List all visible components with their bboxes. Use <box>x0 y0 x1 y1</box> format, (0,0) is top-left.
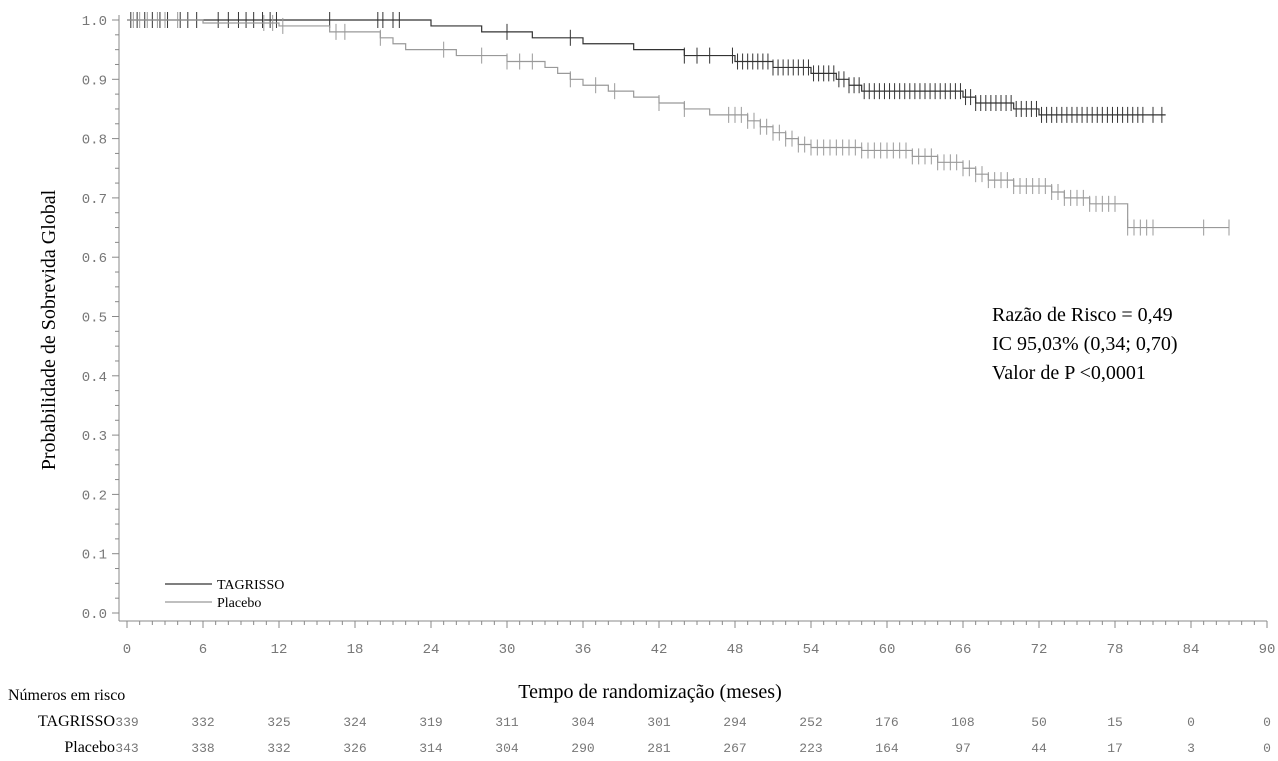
x-tick-label: 72 <box>1031 642 1048 658</box>
risk-value: 301 <box>647 715 671 730</box>
survival-curves <box>127 12 1230 236</box>
x-axis-title: Tempo de randomização (meses) <box>518 681 782 703</box>
annotations: Razão de Risco = 0,49 IC 95,03% (0,34; 0,… <box>992 304 1178 384</box>
risk-value: 326 <box>343 741 366 756</box>
legend: TAGRISSO Placebo <box>165 578 284 611</box>
risk-value: 252 <box>799 715 822 730</box>
y-tick-label: 0.2 <box>82 488 107 504</box>
risk-value: 324 <box>343 715 367 730</box>
x-tick-label: 30 <box>499 642 516 658</box>
risk-value: 267 <box>723 741 746 756</box>
risk-value: 97 <box>955 741 971 756</box>
curve-tagrisso <box>127 19 1166 116</box>
y-tick-label: 0.0 <box>82 607 107 623</box>
y-tick-label: 0.8 <box>82 133 107 149</box>
risk-value: 304 <box>495 741 519 756</box>
risk-value: 0 <box>1263 715 1271 730</box>
risk-value: 223 <box>799 741 822 756</box>
x-tick-label: 78 <box>1107 642 1124 658</box>
risk-value: 0 <box>1187 715 1195 730</box>
x-tick-label: 90 <box>1259 642 1276 658</box>
risk-value: 44 <box>1031 741 1047 756</box>
curve-placebo <box>127 19 1229 229</box>
legend-label-placebo: Placebo <box>217 596 261 611</box>
risk-value: 17 <box>1107 741 1123 756</box>
risk-value: 332 <box>191 715 214 730</box>
risk-value: 314 <box>419 741 443 756</box>
risk-table-title: Números em risco <box>8 687 125 704</box>
annotation-line: Valor de P <0,0001 <box>992 362 1146 384</box>
x-tick-label: 48 <box>727 642 744 658</box>
x-tick-label: 18 <box>347 642 364 658</box>
y-tick-label: 1.0 <box>82 14 107 30</box>
x-tick-label: 66 <box>955 642 972 658</box>
x-tick-label: 24 <box>423 642 440 658</box>
risk-value: 294 <box>723 715 747 730</box>
risk-value: 319 <box>419 715 442 730</box>
axes: 0 6 12 18 24 30 36 42 48 54 60 66 72 78 84 90 0.0 0.1 0.2 0… <box>38 14 1275 703</box>
y-tick-label: 0.3 <box>82 429 107 445</box>
y-tick-label: 0.5 <box>82 311 107 327</box>
risk-value: 15 <box>1107 715 1123 730</box>
risk-value: 108 <box>951 715 974 730</box>
x-tick-label: 42 <box>651 642 668 658</box>
risk-value: 339 <box>115 715 138 730</box>
annotation-line: IC 95,03% (0,34; 0,70) <box>992 333 1178 355</box>
risk-value: 338 <box>191 741 214 756</box>
x-tick-label: 0 <box>123 642 131 658</box>
y-axis-title: Probabilidade de Sobrevida Global <box>38 189 60 470</box>
annotation-line: Razão de Risco = 0,49 <box>992 304 1173 326</box>
y-tick-label: 0.1 <box>82 548 107 564</box>
x-tick-label: 54 <box>803 642 820 658</box>
risk-value: 332 <box>267 741 290 756</box>
legend-label-tagrisso: TAGRISSO <box>217 578 284 593</box>
risk-value: 176 <box>875 715 898 730</box>
risk-table: Números em risco TAGRISSO 339 332 325 324 319 3… <box>8 687 1271 756</box>
risk-row-label: TAGRISSO <box>38 713 115 730</box>
x-tick-label: 84 <box>1183 642 1200 658</box>
risk-value: 281 <box>647 741 671 756</box>
y-tick-label: 0.7 <box>82 192 107 208</box>
risk-value: 325 <box>267 715 290 730</box>
x-tick-label: 36 <box>575 642 592 658</box>
risk-value: 50 <box>1031 715 1047 730</box>
y-tick-label: 0.6 <box>82 251 107 267</box>
y-tick-label: 0.9 <box>82 73 107 89</box>
risk-value: 3 <box>1187 741 1195 756</box>
risk-row-label: Placebo <box>64 739 115 756</box>
x-tick-label: 60 <box>879 642 896 658</box>
y-tick-label: 0.4 <box>82 370 107 386</box>
x-tick-label: 6 <box>199 642 207 658</box>
risk-value: 290 <box>571 741 594 756</box>
risk-value: 311 <box>495 715 519 730</box>
risk-value: 164 <box>875 741 899 756</box>
risk-value: 304 <box>571 715 595 730</box>
risk-value: 0 <box>1263 741 1271 756</box>
risk-value: 343 <box>115 741 138 756</box>
x-tick-label: 12 <box>271 642 288 658</box>
